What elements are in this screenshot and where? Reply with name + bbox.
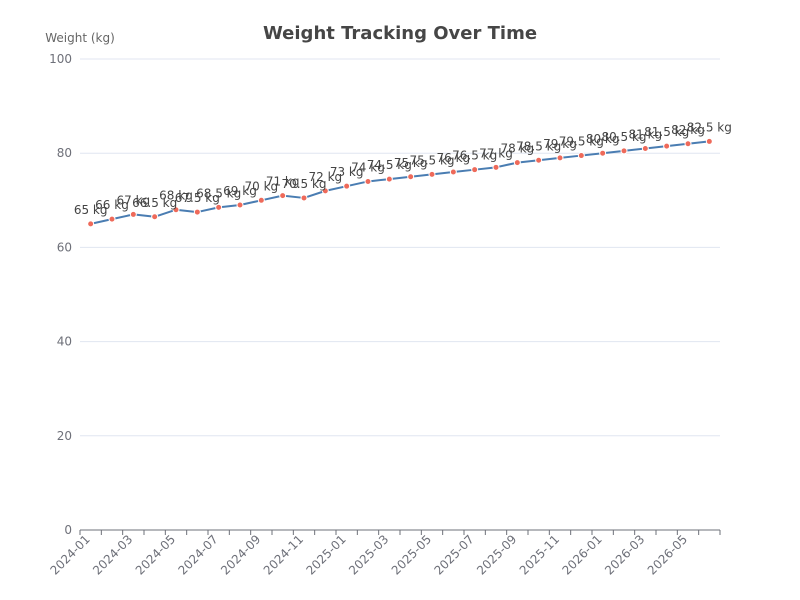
data-label: 66 kg — [95, 198, 129, 212]
data-label: 77 kg — [479, 146, 513, 160]
data-point[interactable] — [599, 149, 607, 157]
data-point[interactable] — [300, 194, 308, 202]
data-point[interactable] — [129, 210, 137, 218]
data-label: 71 kg — [266, 175, 300, 189]
y-tick-label: 20 — [57, 429, 72, 443]
data-label: 68.5 kg — [196, 186, 241, 200]
x-tick-label: 2025-01 — [303, 532, 348, 577]
data-point[interactable] — [172, 206, 180, 214]
data-label: 82 kg — [671, 123, 705, 137]
data-point[interactable] — [684, 140, 692, 148]
data-label: 81.5 kg — [644, 125, 689, 139]
data-point[interactable] — [556, 154, 564, 162]
series-layer — [90, 140, 710, 225]
data-point[interactable] — [364, 177, 372, 185]
data-label: 75.5 kg — [409, 153, 454, 167]
data-point[interactable] — [449, 168, 457, 176]
x-tick-label: 2024-05 — [133, 532, 178, 577]
data-label: 74 kg — [351, 160, 385, 174]
data-point[interactable] — [471, 166, 479, 174]
x-tick-label: 2024-09 — [218, 532, 263, 577]
data-label: 73 kg — [330, 165, 364, 179]
data-point[interactable] — [428, 170, 436, 178]
y-tick-label: 80 — [57, 146, 72, 160]
data-point[interactable] — [193, 208, 201, 216]
x-tick-label: 2026-01 — [559, 532, 604, 577]
x-tick-label: 2025-03 — [346, 532, 391, 577]
data-label: 75 kg — [394, 156, 428, 170]
x-tick-label: 2025-05 — [389, 532, 434, 577]
data-label: 79 kg — [543, 137, 577, 151]
gridlines — [80, 58, 720, 437]
data-label: 79.5 kg — [559, 135, 604, 149]
data-point[interactable] — [321, 187, 329, 195]
data-label: 72 kg — [309, 170, 343, 184]
data-label: 70 kg — [245, 179, 279, 193]
data-label: 70.5 kg — [281, 177, 326, 191]
data-point[interactable] — [641, 144, 649, 152]
chart-title: Weight Tracking Over Time — [263, 23, 537, 44]
data-point[interactable] — [513, 159, 521, 167]
y-tick-label: 100 — [49, 52, 72, 66]
data-label: 76.5 kg — [452, 149, 497, 163]
x-tick-label: 2026-03 — [602, 532, 647, 577]
data-point[interactable] — [385, 175, 393, 183]
data-point[interactable] — [108, 215, 116, 223]
weight-series-line — [90, 140, 710, 225]
data-label: 80 kg — [586, 132, 620, 146]
x-tick-label: 2024-07 — [175, 532, 220, 577]
data-point[interactable] — [577, 152, 585, 160]
data-point[interactable] — [620, 147, 628, 155]
data-point[interactable] — [535, 156, 543, 164]
points-layer — [87, 137, 713, 228]
data-point[interactable] — [663, 142, 671, 150]
data-label: 80.5 kg — [601, 130, 646, 144]
data-point[interactable] — [257, 196, 265, 204]
y-tick-label: 0 — [64, 523, 72, 537]
data-label: 65 kg — [74, 203, 108, 217]
data-label: 68 kg — [159, 189, 193, 203]
data-label: 67.5 kg — [175, 191, 220, 205]
x-tick-label: 2025-11 — [517, 532, 562, 577]
data-point[interactable] — [705, 137, 713, 145]
y-tick-label: 60 — [57, 240, 72, 254]
data-label: 78 kg — [501, 142, 535, 156]
data-label: 67 kg — [117, 193, 151, 207]
data-label: 76 kg — [437, 151, 471, 165]
data-label: 81 kg — [629, 127, 663, 141]
y-tick-label: 40 — [57, 335, 72, 349]
data-point[interactable] — [343, 182, 351, 190]
data-label: 82.5 kg — [687, 120, 732, 134]
y-axis-label: Weight (kg) — [45, 31, 115, 45]
data-label: 74.5 kg — [367, 158, 412, 172]
x-tick-label: 2024-01 — [47, 532, 92, 577]
data-label: 69 kg — [223, 184, 257, 198]
data-point[interactable] — [87, 220, 95, 228]
data-point[interactable] — [215, 203, 223, 211]
data-point[interactable] — [279, 192, 287, 200]
x-tick-label: 2025-07 — [431, 532, 476, 577]
data-label: 66.5 kg — [132, 196, 177, 210]
x-tick-label: 2024-11 — [261, 532, 306, 577]
x-tick-label: 2026-05 — [645, 532, 690, 577]
data-point[interactable] — [492, 163, 500, 171]
data-point[interactable] — [236, 201, 244, 209]
data-point[interactable] — [407, 173, 415, 181]
data-point[interactable] — [151, 213, 159, 221]
data-label: 78.5 kg — [516, 139, 561, 153]
x-tick-label: 2024-03 — [90, 532, 135, 577]
x-tick-label: 2025-09 — [474, 532, 519, 577]
